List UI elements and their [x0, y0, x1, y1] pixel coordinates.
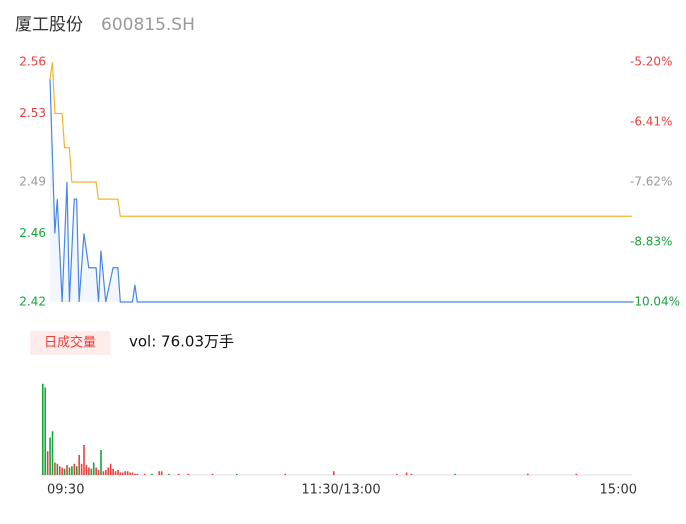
volume-bar	[168, 473, 170, 475]
volume-bar	[56, 463, 59, 475]
volume-bar	[92, 462, 95, 475]
volume-bar	[136, 473, 139, 475]
volume-bar	[95, 467, 97, 475]
y-tick-label: 2.53	[19, 106, 46, 120]
volume-bar	[107, 467, 110, 475]
y2-tick-label: -8.83%	[630, 235, 672, 249]
volume-bar	[333, 471, 335, 475]
volume-bar	[63, 468, 66, 475]
volume-bar	[46, 451, 49, 475]
volume-bar	[58, 466, 61, 475]
volume-bar	[51, 431, 54, 475]
volume-bar	[71, 466, 73, 475]
volume-bar	[158, 471, 160, 475]
volume-bar	[405, 472, 408, 475]
volume-bar	[124, 471, 127, 475]
volume-bar	[117, 470, 119, 475]
volume-bar	[284, 473, 287, 475]
volume-bar	[211, 473, 214, 475]
volume-bar	[88, 467, 90, 475]
volume-badge	[30, 331, 110, 355]
volume-label: vol: 76.03万手	[129, 333, 234, 351]
volume-bar	[177, 473, 180, 475]
volume-title: 日成交量	[44, 335, 96, 351]
volume-bar	[122, 472, 124, 475]
line-price	[49, 79, 632, 303]
y2-tick-label: -5.20%	[630, 55, 672, 69]
volume-bar	[68, 467, 71, 475]
volume-bar	[102, 471, 105, 475]
volume-bar	[129, 472, 131, 475]
volume-bar	[396, 473, 398, 475]
volume-bar	[66, 465, 68, 475]
price-area	[50, 79, 632, 303]
volume-bar	[236, 473, 238, 475]
line-average	[49, 61, 632, 217]
volume-bar	[131, 472, 134, 475]
volume-bar	[75, 466, 78, 475]
volume-bar	[78, 455, 80, 475]
volume-bar	[109, 463, 112, 475]
volume-bar	[97, 470, 100, 475]
x-tick-label: 15:00	[600, 483, 637, 498]
chart-subtitle: 600815.SH	[101, 15, 195, 35]
volume-bar	[54, 462, 56, 475]
volume-bar	[49, 437, 51, 475]
chart-title: 厦工股份	[15, 15, 83, 35]
volume-bar	[83, 445, 85, 475]
volume-bar	[114, 471, 117, 475]
y-tick-label: 2.46	[19, 226, 46, 240]
volume-bar	[134, 473, 136, 475]
y2-tick-label: -7.62%	[630, 175, 672, 189]
volume-bar	[187, 473, 190, 475]
volume-bar	[126, 471, 129, 475]
volume-bar	[454, 473, 456, 475]
volume-bar	[80, 463, 83, 475]
y-tick-label: 2.49	[19, 175, 46, 189]
x-tick-label: 11:30/13:00	[301, 483, 380, 498]
volume-bar	[73, 463, 76, 475]
volume-bar	[105, 470, 107, 475]
volume-bar	[100, 450, 102, 475]
volume-bar	[410, 473, 413, 475]
volume-bar	[160, 471, 163, 475]
volume-bar	[112, 468, 114, 475]
volume-bar	[61, 467, 63, 475]
volume-bar	[90, 468, 93, 475]
volume-bar	[151, 473, 153, 475]
y-tick-label: 2.42	[19, 295, 46, 309]
volume-bar	[44, 387, 47, 475]
volume-bar	[85, 465, 88, 475]
volume-bar	[575, 473, 578, 475]
volume-bar	[143, 473, 146, 475]
x-tick-label: 09:30	[47, 483, 84, 498]
y-tick-label: 2.56	[19, 55, 46, 69]
volume-bar	[42, 383, 44, 475]
volume-bar	[527, 473, 529, 475]
volume-bar	[119, 472, 122, 475]
y2-tick-label: -10.04%	[630, 295, 680, 309]
y2-tick-label: -6.41%	[630, 115, 672, 129]
